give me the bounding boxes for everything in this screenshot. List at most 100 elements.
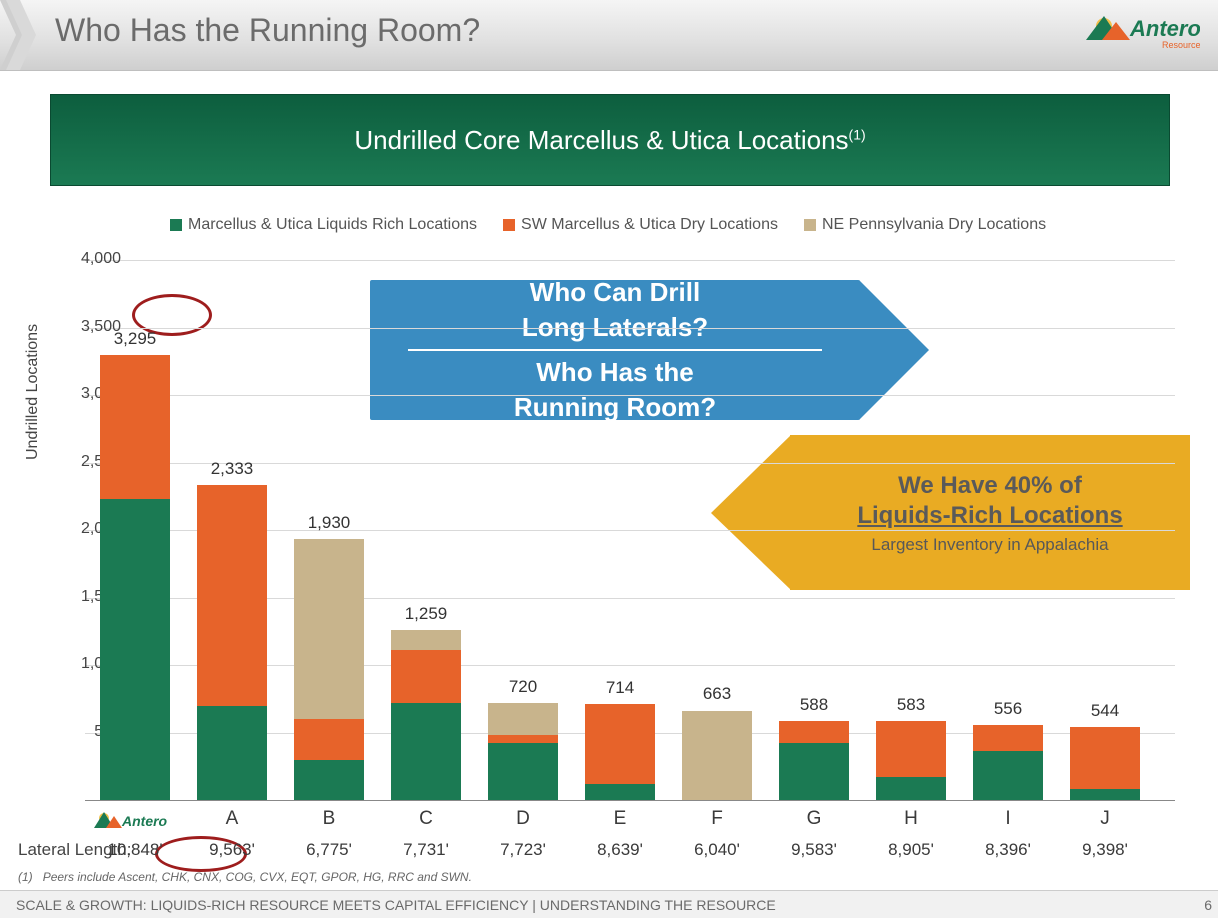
legend-label: SW Marcellus & Utica Dry Locations [521,216,778,234]
legend-item: NE Pennsylvania Dry Locations [804,216,1046,234]
bar-segment [294,539,364,719]
bar-segment [488,703,558,735]
bar-segment [100,355,170,499]
legend-label: Marcellus & Utica Liquids Rich Locations [188,216,477,234]
legend-swatch [170,219,182,231]
legend-label: NE Pennsylvania Dry Locations [822,216,1046,234]
bar [876,721,946,800]
gridline [85,260,1175,261]
slide-footer: SCALE & GROWTH: LIQUIDS-RICH RESOURCE ME… [0,890,1218,918]
x-category: A [184,808,280,830]
callout-blue: Who Can Drill Long Laterals? Who Has the… [370,280,860,420]
lateral-length-value: 6,775' [281,840,377,860]
x-category: C [378,808,474,830]
bar-segment [876,777,946,800]
bar-total-label: 2,333 [187,459,277,479]
bar-segment [488,735,558,743]
bar-segment [391,650,461,703]
bar-total-label: 720 [478,677,568,697]
bar-segment [197,706,267,801]
bar-segment [682,711,752,801]
footnote: (1) Peers include Ascent, CHK, CNX, COG,… [18,870,472,884]
slide-header: Who Has the Running Room? Antero Resourc… [0,0,1218,71]
x-category: D [475,808,571,830]
bar [973,725,1043,800]
y-tick: 4,000 [71,250,121,268]
bar-total-label: 714 [575,678,665,698]
bar-segment [391,630,461,650]
bar-segment [876,721,946,777]
lateral-length-value: 10,848' [87,840,183,860]
x-category: B [281,808,377,830]
x-axis-line [85,800,1175,801]
bar-segment [585,784,655,800]
bar [100,355,170,800]
x-category: I [960,808,1056,830]
bar-total-label: 556 [963,699,1053,719]
gridline [85,328,1175,329]
bar-segment [973,751,1043,800]
header-chevron-icon [0,0,36,70]
lateral-length-value: 8,396' [960,840,1056,860]
lateral-length-value: 7,731' [378,840,474,860]
lateral-length-value: 7,723' [475,840,571,860]
bar-segment [391,703,461,800]
bar-total-label: 1,259 [381,604,471,624]
svg-text:Resources: Resources [1162,40,1200,50]
callout-gold-arrow [711,435,791,590]
bar [294,539,364,800]
bar-total-label: 583 [866,695,956,715]
x-category: G [766,808,862,830]
bar-segment [100,499,170,800]
lateral-length-value: 9,398' [1057,840,1153,860]
slide-title: Who Has the Running Room? [55,12,480,49]
lateral-length-value: 8,905' [863,840,959,860]
x-category: J [1057,808,1153,830]
svg-text:Antero: Antero [121,813,168,829]
legend-swatch [503,219,515,231]
bar-total-label: 588 [769,695,859,715]
chart-legend: Marcellus & Utica Liquids Rich Locations… [170,216,1046,234]
banner-text: Undrilled Core Marcellus & Utica Locatio… [354,125,865,156]
y-axis-label: Undrilled Locations [24,324,42,460]
lateral-length-value: 9,583' [766,840,862,860]
bar-total-label: 663 [672,684,762,704]
bar [391,630,461,800]
legend-swatch [804,219,816,231]
bar-segment [197,485,267,705]
antero-logo: Antero Resources [1080,6,1200,60]
bar [1070,727,1140,800]
x-category: E [572,808,668,830]
page-number: 6 [1204,891,1212,918]
callout-blue-arrow [859,280,929,420]
bar-total-label: 3,295 [90,329,180,349]
bar-total-label: 544 [1060,701,1150,721]
bar [779,721,849,800]
x-category: F [669,808,765,830]
lateral-length-value: 6,040' [669,840,765,860]
lateral-length-value: 8,639' [572,840,668,860]
bar-total-label: 1,930 [284,513,374,533]
svg-text:Antero: Antero [1129,16,1200,41]
legend-item: SW Marcellus & Utica Dry Locations [503,216,778,234]
bar-segment [973,725,1043,751]
bar-segment [585,704,655,784]
bar [682,711,752,801]
bar-segment [779,721,849,744]
bar [585,704,655,800]
x-category: H [863,808,959,830]
chart-banner: Undrilled Core Marcellus & Utica Locatio… [50,94,1170,186]
bar-segment [1070,727,1140,790]
bar [488,703,558,800]
x-category: Antero [87,808,183,840]
bar-segment [294,719,364,760]
bar-segment [1070,789,1140,800]
bar-segment [294,760,364,801]
gridline [85,395,1175,396]
bar [197,485,267,800]
lateral-length-value: 9,563' [184,840,280,860]
bar-segment [779,743,849,800]
callout-gold: We Have 40% of Liquids-Rich Locations La… [790,435,1190,590]
bar-segment [488,743,558,800]
slide: Who Has the Running Room? Antero Resourc… [0,0,1218,918]
